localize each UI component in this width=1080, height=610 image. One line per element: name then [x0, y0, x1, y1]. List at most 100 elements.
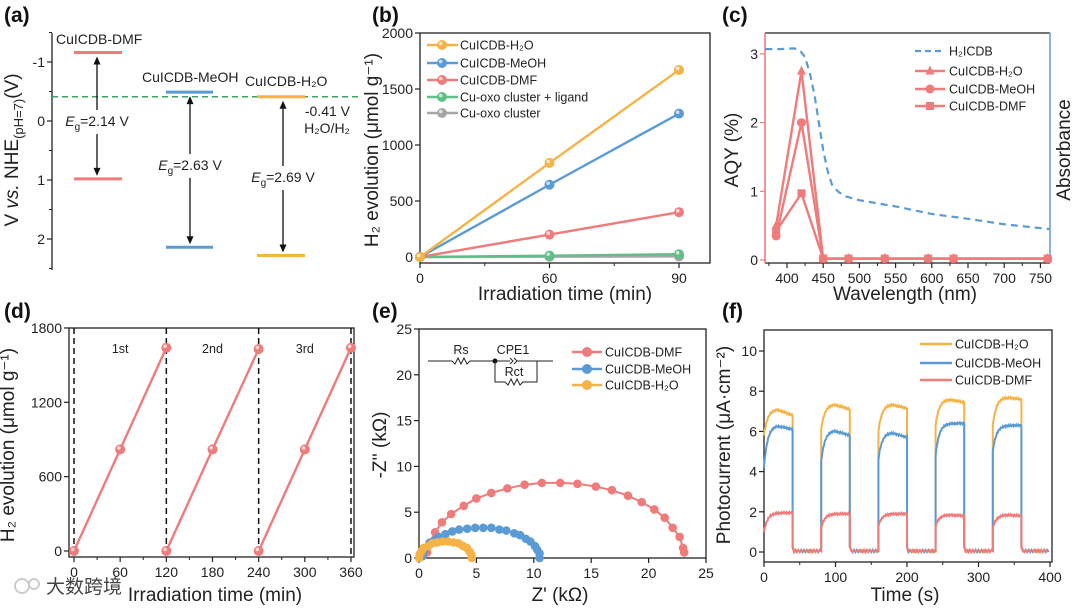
data-point-highlight: [255, 345, 260, 350]
series-0: [415, 64, 684, 262]
data-point: [544, 229, 555, 240]
material-name: CuICDB-H₂O: [245, 73, 328, 89]
bandgap-label: Eg=2.63 V: [158, 157, 222, 177]
x-tick-label: 600: [920, 270, 944, 286]
absorbance-curve: [765, 47, 1050, 231]
data-point-highlight: [347, 344, 352, 349]
legend-item: CuICDB-MeOH: [915, 83, 1035, 97]
plot-frame: [763, 329, 1053, 563]
arrowhead-up-icon: [279, 100, 287, 109]
watermark-logo-icon: [14, 578, 30, 594]
data-point: [207, 444, 218, 455]
panel-label: (b): [372, 4, 399, 27]
nyquist-series-2: [414, 537, 477, 563]
equivalent-circuit-inset: Rs CPE1 Rct: [428, 343, 553, 387]
panel-c-aqy-absorbance: 400 450 500 550 600 650 700 750 0 1 2 3 AQY (%) Absor…: [722, 32, 1075, 305]
data-point: [796, 118, 806, 128]
y-tick-label: -1: [33, 54, 46, 70]
x-tick-label: 20: [641, 565, 657, 581]
data-point-highlight: [546, 181, 550, 186]
data-point: [623, 491, 633, 501]
data-point-highlight: [675, 110, 680, 114]
y-axis-title: H₂ evolution (μmol g⁻¹): [0, 348, 19, 542]
y-axis-title: V vs. NHE(pH=7)(V): [2, 73, 26, 226]
data-point: [459, 501, 469, 511]
data-point: [503, 484, 512, 493]
x-tick-label: 240: [247, 564, 271, 580]
data-point-highlight: [70, 547, 75, 552]
plot-frame: [419, 32, 711, 264]
y-tick-label: 15: [396, 413, 412, 429]
legend-label: CuICDB-DMF: [460, 74, 537, 88]
data-point: [1043, 254, 1052, 263]
data-point: [674, 249, 684, 260]
data-point: [555, 478, 565, 488]
legend-label: CuICDB-MeOH: [955, 357, 1041, 371]
data-point: [880, 254, 889, 263]
data-point: [115, 444, 126, 455]
y-tick-label: 1200: [31, 394, 62, 410]
legend-label: CuICDB-H₂O: [949, 65, 1023, 79]
panel-label: (f): [722, 300, 743, 323]
data-point: [467, 553, 477, 563]
legend-item: CuICDB-DMF: [915, 100, 1026, 114]
data-point-highlight: [117, 446, 121, 450]
data-point: [637, 497, 647, 507]
data-point: [462, 524, 472, 533]
legend-label: CuICDB-DMF: [605, 346, 682, 360]
x-tick-label: 300: [967, 569, 991, 585]
y-tick-label: 0: [404, 550, 412, 566]
panel-b-h2-evolution: 0 60 90 0 500 1000 1500 2000 H₂ evolution (μmol …: [362, 25, 711, 305]
panel-label: (c): [722, 4, 748, 27]
legend-marker: [437, 92, 447, 102]
panel-label: (d): [4, 300, 31, 323]
legend-label: Cu-oxo cluster: [460, 107, 541, 121]
x-tick-label: 200: [895, 569, 919, 585]
bandgap-label: Eg=2.69 V: [251, 169, 315, 189]
x-axis-title: Z' (kΩ): [532, 585, 589, 606]
data-point: [544, 157, 555, 168]
x-axis-title: Irradiation time (min): [478, 284, 652, 305]
eg-value: =2.14 V: [80, 113, 129, 129]
plot-frame: [418, 328, 707, 559]
eg-subscript: g: [75, 122, 81, 133]
data-point-highlight: [675, 250, 680, 255]
reference-couple-label: H₂O/H₂: [304, 120, 350, 136]
y-tick-label: 0: [749, 544, 757, 560]
legend-item: CuICDB-MeOH: [572, 363, 691, 377]
aqy-series-1: [771, 118, 1053, 264]
x-tick-label: 5: [473, 565, 481, 581]
x-axis-title: Irradiation time (min): [128, 585, 302, 606]
panel-label: (e): [372, 300, 398, 323]
data-point: [472, 494, 481, 503]
legend-marker: [437, 40, 447, 50]
panel-d-cycling: 0 60 120 180 240 300 360 0 600 1200 1800 H₂ evoluti…: [0, 320, 363, 606]
y-tick-label: 10: [396, 458, 412, 474]
data-point: [772, 227, 781, 236]
legend-item: H₂ICDB: [915, 45, 993, 59]
arrowhead-down-icon: [93, 167, 101, 176]
ylabel-prefix: V: [2, 209, 23, 227]
band-levels-2: CuICDB-H₂O Eg=2.69 V: [245, 73, 328, 258]
cycle-label: 3rd: [296, 342, 314, 356]
data-point: [544, 179, 555, 190]
data-point-highlight: [255, 547, 260, 552]
data-point: [415, 252, 425, 262]
x-tick-label: 15: [583, 565, 599, 581]
cycle-series-1: [161, 344, 264, 556]
legend-item: CuICDB-H₂O: [572, 379, 679, 393]
legend-marker: [582, 347, 592, 357]
x-tick-label: 300: [293, 564, 317, 580]
legend-marker-highlight: [438, 76, 443, 81]
y-tick-label: 2: [750, 115, 758, 131]
legend-label: CuICDB-H₂O: [460, 39, 534, 53]
data-point-highlight: [546, 231, 550, 235]
y-tick-label: 500: [390, 193, 414, 209]
legend-label: Cu-oxo cluster + ligand: [460, 91, 588, 105]
data-point: [544, 250, 555, 261]
photocurrent-trace-2: [763, 509, 1049, 555]
panel-f-photocurrent: 0 100 200 300 400 0 2 4 6 8 10 Photocurrent (μA·cm⁻…: [714, 329, 1062, 606]
x-tick-label: 700: [993, 270, 1017, 286]
x-tick-label: 60: [542, 270, 558, 286]
